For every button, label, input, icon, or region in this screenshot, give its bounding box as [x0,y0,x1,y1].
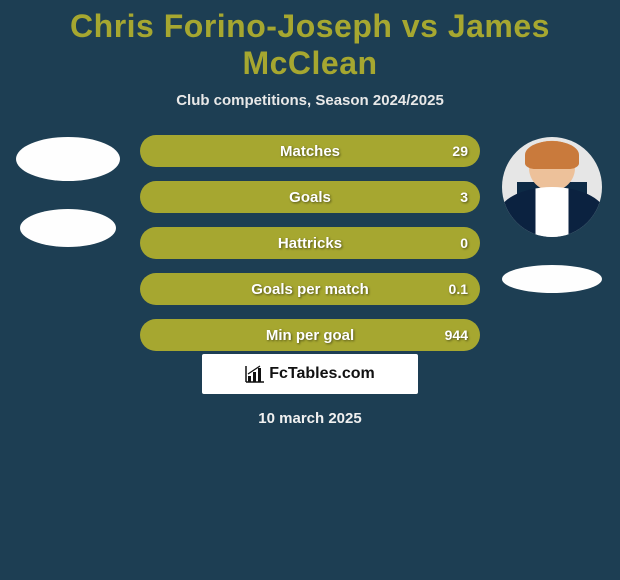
player-left-club-placeholder [20,209,116,247]
stat-value: 0 [460,235,468,251]
stat-bar-goals-per-match: Goals per match 0.1 [140,275,480,303]
player-left-avatar-placeholder [16,137,120,181]
player-right-avatar [502,137,602,237]
stat-bar-min-per-goal: Min per goal 944 [140,321,480,349]
date-label: 10 march 2025 [258,410,361,427]
avatar-shoulders [502,187,602,237]
subtitle: Club competitions, Season 2024/2025 [0,92,620,109]
player-right-club-placeholder [502,265,602,293]
stat-value: 29 [452,143,468,159]
chart-icon [245,365,265,383]
stat-bar-goals: Goals 3 [140,183,480,211]
page-title: Chris Forino-Joseph vs James McClean [0,0,620,82]
logo-text: FcTables.com [269,365,375,383]
stat-label: Matches [280,143,340,160]
logo-badge: FcTables.com [202,354,418,394]
stat-value: 3 [460,189,468,205]
player-left-column [8,137,128,247]
stat-label: Goals per match [251,281,369,298]
stat-bar-matches: Matches 29 [140,137,480,165]
comparison-area: Matches 29 Goals 3 Hattricks 0 Goals per… [0,137,620,357]
stat-value: 944 [445,327,468,343]
stat-bar-hattricks: Hattricks 0 [140,229,480,257]
stat-bars: Matches 29 Goals 3 Hattricks 0 Goals per… [140,137,480,349]
stat-label: Min per goal [266,327,354,344]
player-right-column [492,137,612,293]
stat-value: 0.1 [449,281,468,297]
stat-label: Goals [289,189,331,206]
stat-label: Hattricks [278,235,342,252]
